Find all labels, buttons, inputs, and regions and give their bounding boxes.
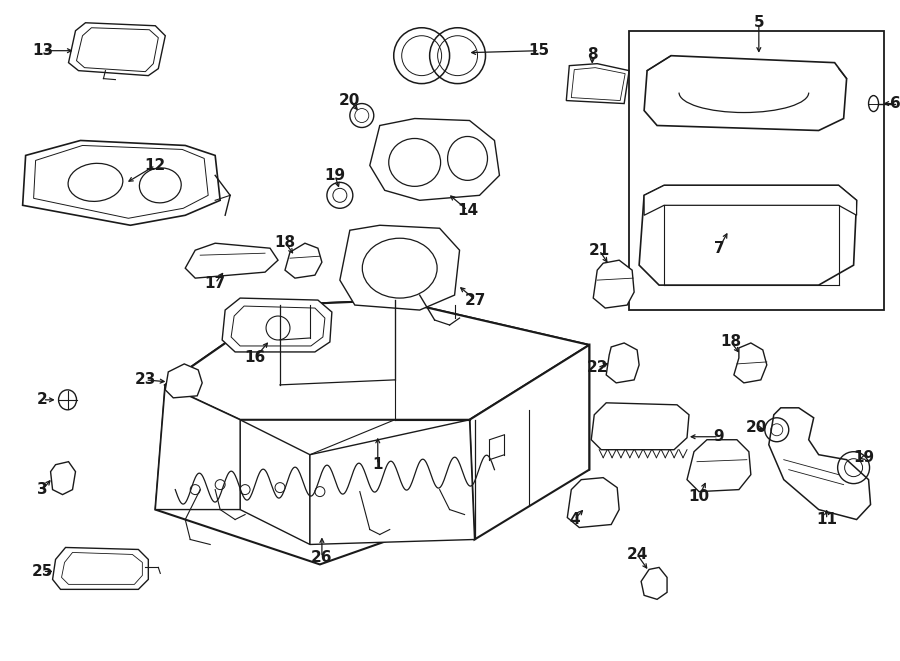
Text: 21: 21 — [589, 243, 610, 258]
Polygon shape — [641, 567, 667, 600]
Text: 3: 3 — [37, 482, 48, 497]
Polygon shape — [687, 440, 751, 492]
Polygon shape — [470, 345, 590, 539]
Text: 12: 12 — [145, 158, 166, 173]
Text: 19: 19 — [853, 450, 874, 465]
Text: 16: 16 — [245, 350, 266, 366]
Polygon shape — [68, 22, 166, 75]
Polygon shape — [166, 300, 590, 420]
Polygon shape — [222, 298, 332, 352]
Text: 20: 20 — [746, 420, 768, 435]
Text: 2: 2 — [37, 393, 48, 407]
Text: 23: 23 — [135, 372, 156, 387]
Polygon shape — [310, 420, 474, 545]
Text: 22: 22 — [587, 360, 608, 375]
Polygon shape — [370, 118, 500, 200]
Text: 27: 27 — [464, 293, 486, 307]
Polygon shape — [566, 63, 629, 104]
Text: 19: 19 — [324, 168, 346, 183]
Polygon shape — [156, 300, 590, 564]
Polygon shape — [156, 385, 240, 510]
Polygon shape — [639, 185, 857, 285]
Polygon shape — [166, 364, 202, 398]
Text: 6: 6 — [890, 96, 900, 111]
Bar — [629, 30, 884, 310]
Text: 7: 7 — [714, 241, 724, 256]
Polygon shape — [593, 260, 634, 308]
Polygon shape — [185, 243, 278, 278]
Text: 25: 25 — [32, 564, 53, 579]
Polygon shape — [607, 343, 639, 383]
Text: 11: 11 — [816, 512, 837, 527]
Text: 18: 18 — [274, 235, 295, 250]
Text: 5: 5 — [753, 15, 764, 30]
Polygon shape — [769, 408, 870, 520]
Polygon shape — [567, 478, 619, 527]
Polygon shape — [644, 56, 847, 130]
Text: 10: 10 — [688, 489, 709, 504]
Polygon shape — [734, 343, 767, 383]
Text: 17: 17 — [204, 276, 226, 291]
Polygon shape — [22, 141, 220, 225]
Polygon shape — [285, 243, 322, 278]
Text: 13: 13 — [32, 43, 53, 58]
Text: 14: 14 — [457, 203, 478, 217]
Polygon shape — [52, 547, 148, 590]
Text: 4: 4 — [569, 512, 580, 527]
Text: 24: 24 — [626, 547, 648, 562]
Text: 18: 18 — [720, 334, 742, 350]
Polygon shape — [240, 420, 310, 545]
Polygon shape — [50, 461, 76, 494]
Polygon shape — [591, 403, 689, 449]
Text: 15: 15 — [529, 43, 550, 58]
Polygon shape — [644, 185, 857, 215]
Polygon shape — [340, 225, 460, 310]
Text: 9: 9 — [714, 429, 724, 444]
Text: 1: 1 — [373, 457, 383, 472]
Text: 8: 8 — [587, 47, 598, 62]
Text: 26: 26 — [311, 550, 333, 565]
Text: 20: 20 — [339, 93, 361, 108]
